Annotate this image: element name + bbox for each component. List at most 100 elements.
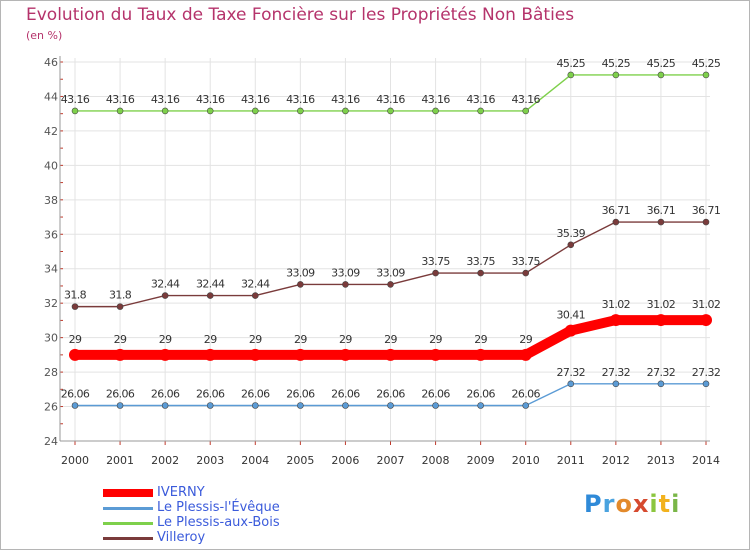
y-tick-label-32: 32 bbox=[44, 297, 58, 310]
data-point bbox=[342, 107, 349, 115]
data-point bbox=[700, 314, 712, 327]
data-point bbox=[294, 348, 307, 361]
data-point bbox=[522, 107, 530, 115]
y-tick-label-28: 28 bbox=[44, 366, 58, 379]
data-point bbox=[564, 324, 577, 337]
data-label: 33.09 bbox=[331, 266, 360, 279]
data-label: 45.25 bbox=[647, 57, 676, 70]
data-label: 31.02 bbox=[602, 298, 631, 311]
data-label: 26.06 bbox=[61, 388, 90, 401]
data-point bbox=[384, 348, 397, 361]
data-point bbox=[609, 314, 622, 327]
data-label: 26.06 bbox=[511, 388, 540, 401]
x-tick-label-2010: 2010 bbox=[512, 454, 540, 467]
data-point bbox=[702, 218, 710, 226]
data-point bbox=[432, 402, 439, 409]
x-tick-label-2004: 2004 bbox=[241, 454, 269, 467]
legend-label-iverny: IVERNY bbox=[157, 485, 205, 500]
data-label: 43.16 bbox=[106, 93, 135, 106]
data-label: 27.32 bbox=[602, 366, 631, 379]
data-point bbox=[612, 380, 620, 388]
data-point bbox=[159, 348, 172, 361]
chart-title: Evolution du Taux de Taxe Foncière sur l… bbox=[26, 5, 575, 25]
data-label: 45.25 bbox=[692, 57, 721, 70]
x-tick-label-2008: 2008 bbox=[422, 454, 450, 467]
data-label: 29 bbox=[294, 333, 307, 346]
data-point bbox=[387, 402, 394, 409]
x-tick-label-2011: 2011 bbox=[557, 454, 585, 467]
x-tick-label-2005: 2005 bbox=[286, 454, 314, 467]
data-point bbox=[297, 402, 304, 409]
x-tick-label-2001: 2001 bbox=[106, 454, 134, 467]
data-point bbox=[114, 348, 127, 361]
x-tick-label-2013: 2013 bbox=[647, 454, 675, 467]
legend-label-villeroy: Villeroy bbox=[157, 530, 206, 545]
data-label: 43.16 bbox=[61, 93, 90, 106]
data-label: 43.16 bbox=[151, 93, 180, 106]
y-tick-label-38: 38 bbox=[44, 194, 58, 207]
data-label: 27.32 bbox=[692, 366, 721, 379]
data-point bbox=[432, 107, 439, 115]
data-label: 36.71 bbox=[602, 204, 631, 217]
data-point bbox=[522, 269, 530, 277]
data-point bbox=[71, 303, 79, 310]
data-label: 43.16 bbox=[511, 93, 540, 106]
legend-swatch-villeroy bbox=[103, 537, 153, 540]
y-tick-label-42: 42 bbox=[44, 125, 58, 138]
data-point bbox=[161, 402, 169, 409]
data-point bbox=[477, 402, 484, 409]
data-point bbox=[477, 107, 484, 115]
data-point bbox=[161, 107, 169, 115]
data-label: 31.8 bbox=[64, 289, 87, 302]
data-label: 29 bbox=[519, 333, 532, 346]
x-tick-label-2007: 2007 bbox=[377, 454, 405, 467]
data-point bbox=[204, 348, 217, 361]
y-tick-label-34: 34 bbox=[44, 263, 58, 276]
x-tick-label-2003: 2003 bbox=[196, 454, 224, 467]
legend-swatch-le-plessis-leveque bbox=[103, 507, 153, 510]
legend-label-le-plessis-leveque: Le Plessis-l'Évêque bbox=[157, 500, 280, 515]
data-label: 33.75 bbox=[421, 255, 450, 268]
data-label: 26.06 bbox=[376, 388, 405, 401]
data-point bbox=[654, 314, 667, 327]
proxiti-logo: Proxiti bbox=[584, 490, 681, 518]
data-point bbox=[474, 348, 487, 361]
data-label: 27.32 bbox=[647, 366, 676, 379]
data-label: 31.02 bbox=[692, 298, 721, 311]
data-point bbox=[657, 218, 665, 226]
data-point bbox=[519, 348, 532, 361]
data-label: 45.25 bbox=[602, 57, 631, 70]
data-point bbox=[71, 107, 79, 115]
data-label: 26.06 bbox=[286, 388, 315, 401]
data-point bbox=[567, 241, 575, 249]
legend-swatch-iverny bbox=[103, 489, 153, 497]
data-point bbox=[432, 269, 439, 277]
data-label: 43.16 bbox=[421, 93, 450, 106]
data-point bbox=[206, 292, 214, 299]
data-point bbox=[116, 303, 124, 310]
data-point bbox=[387, 107, 394, 115]
data-point bbox=[297, 107, 304, 115]
data-label: 43.16 bbox=[286, 93, 315, 106]
x-tick-label-2006: 2006 bbox=[331, 454, 359, 467]
data-label: 35.39 bbox=[557, 227, 586, 240]
data-point bbox=[342, 402, 349, 409]
data-label: 29 bbox=[114, 333, 127, 346]
data-point bbox=[251, 402, 259, 409]
data-label: 32.44 bbox=[241, 278, 270, 291]
x-tick-label-2009: 2009 bbox=[467, 454, 495, 467]
data-point bbox=[612, 71, 620, 79]
data-label: 33.09 bbox=[286, 266, 315, 279]
data-point bbox=[116, 107, 124, 115]
data-point bbox=[206, 107, 214, 115]
x-tick-label-2002: 2002 bbox=[151, 454, 179, 467]
x-tick-label-2012: 2012 bbox=[602, 454, 630, 467]
legend-swatch-le-plessis-aux-bois bbox=[103, 522, 153, 525]
x-tick-label-2014: 2014 bbox=[692, 454, 720, 467]
data-label: 45.25 bbox=[557, 57, 586, 70]
data-point bbox=[702, 380, 710, 388]
data-label: 29 bbox=[339, 333, 352, 346]
y-tick-label-24: 24 bbox=[44, 435, 58, 448]
